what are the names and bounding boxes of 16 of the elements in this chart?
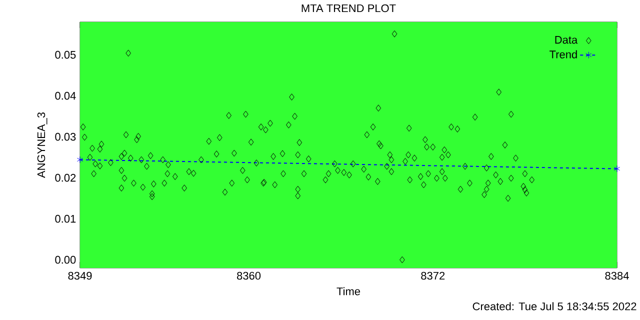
x-axis-title: Time bbox=[336, 287, 360, 296]
chart-title: MTA TREND PLOT bbox=[302, 4, 396, 12]
y-tick-label: 0.02 bbox=[55, 174, 76, 182]
text: Created: Tue Jul 5 18:34:55 2022 bbox=[472, 302, 636, 310]
x-tick-label: 8372 bbox=[421, 272, 445, 280]
y-tick-label: 0.04 bbox=[55, 92, 76, 100]
x-tick-label: 8360 bbox=[237, 272, 261, 280]
y-tick-label: 0.05 bbox=[55, 50, 76, 59]
x-tick-label: 8384 bbox=[605, 272, 629, 280]
legend-label: Trend bbox=[550, 50, 577, 58]
x-tick-label: 8349 bbox=[68, 272, 92, 280]
y-tick-label: 0.03 bbox=[55, 132, 76, 141]
y-tick-label: 0.01 bbox=[55, 214, 76, 223]
y-tick-label: 0.00 bbox=[55, 256, 76, 264]
legend-label: Data bbox=[555, 36, 578, 44]
y-axis-title: ANGYNEA_3 bbox=[37, 112, 48, 178]
